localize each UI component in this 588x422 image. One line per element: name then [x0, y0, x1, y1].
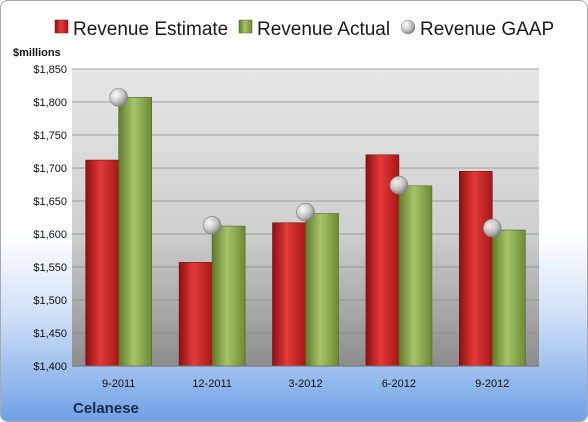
bar-revenue-estimate [85, 159, 119, 367]
x-tick-label: 9-2012 [475, 378, 509, 390]
bar-revenue-actual [398, 185, 433, 367]
y-unit-label: $millions [13, 47, 61, 59]
bar-revenue-estimate [458, 171, 493, 367]
x-axis-tick-labels: 9-2011 12-2011 3-2012 6-2012 9-2012 [102, 378, 509, 390]
marker-revenue-gaap [202, 216, 222, 235]
bar-revenue-actual [491, 229, 526, 367]
x-tick-label: 12-2011 [192, 378, 232, 390]
x-tick-label: 9-2011 [102, 378, 135, 390]
legend-marker-gaap [400, 19, 416, 35]
y-tick-label: $1,600 [33, 229, 67, 241]
legend-label-estimate: Revenue Estimate [73, 19, 228, 40]
gaap-markers [109, 88, 502, 238]
marker-revenue-gaap [389, 175, 409, 195]
y-tick-label: $1,850 [33, 64, 67, 76]
y-tick-label: $1,800 [33, 97, 67, 109]
marker-revenue-gaap [296, 202, 315, 222]
company-name: Celanese [73, 400, 139, 417]
y-axis-tick-labels: $1,400 $1,450 $1,500 $1,550 $1,600 $1,650 $1,7… [33, 64, 67, 373]
x-tick-label: 3-2012 [288, 378, 322, 390]
y-tick-label: $1,650 [33, 196, 67, 208]
legend-label-gaap: Revenue GAAP [420, 19, 554, 40]
bar-revenue-actual [118, 97, 152, 367]
bar-revenue-estimate [178, 262, 213, 367]
y-tick-label: $1,400 [33, 361, 67, 373]
bar-revenue-actual [305, 213, 339, 367]
bars [85, 97, 526, 367]
legend: Revenue Estimate Revenue Actual Revenue … [54, 19, 554, 40]
marker-revenue-gaap [482, 218, 502, 238]
y-tick-label: $1,700 [33, 163, 67, 175]
bar-revenue-estimate [272, 222, 306, 367]
y-tick-label: $1,750 [33, 130, 67, 142]
legend-swatch-estimate [54, 19, 69, 34]
legend-label-actual: Revenue Actual [257, 19, 390, 40]
marker-revenue-gaap [109, 88, 128, 107]
legend-swatch-actual [238, 19, 253, 34]
y-tick-label: $1,450 [33, 328, 67, 340]
y-tick-label: $1,550 [33, 262, 67, 274]
bar-revenue-actual [211, 225, 246, 367]
x-tick-label: 6-2012 [382, 378, 416, 390]
y-tick-label: $1,500 [33, 295, 67, 307]
